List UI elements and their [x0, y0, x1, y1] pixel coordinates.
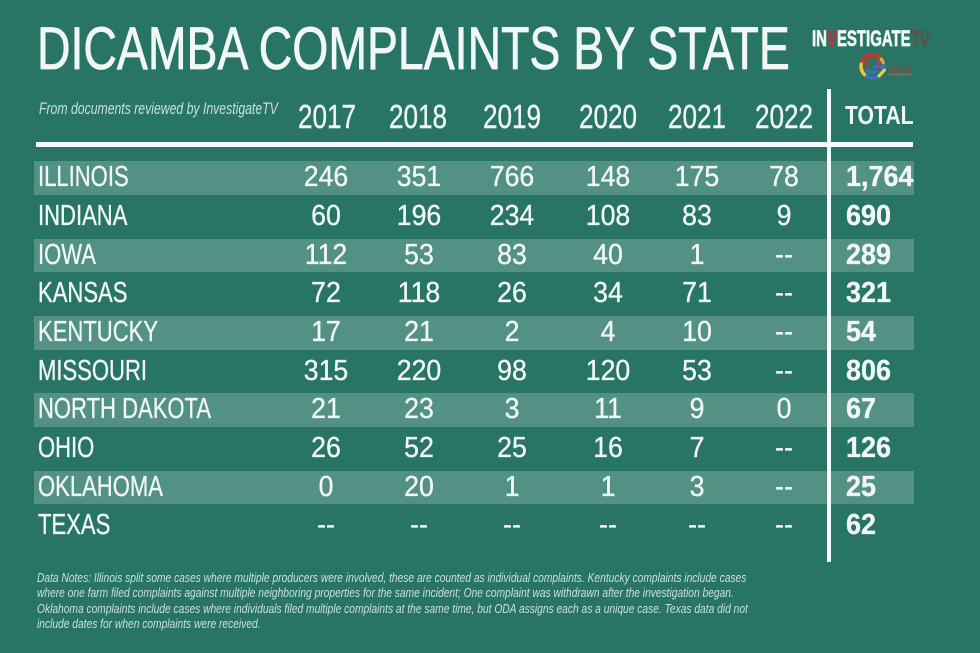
svg-text:gray: gray — [889, 64, 911, 75]
